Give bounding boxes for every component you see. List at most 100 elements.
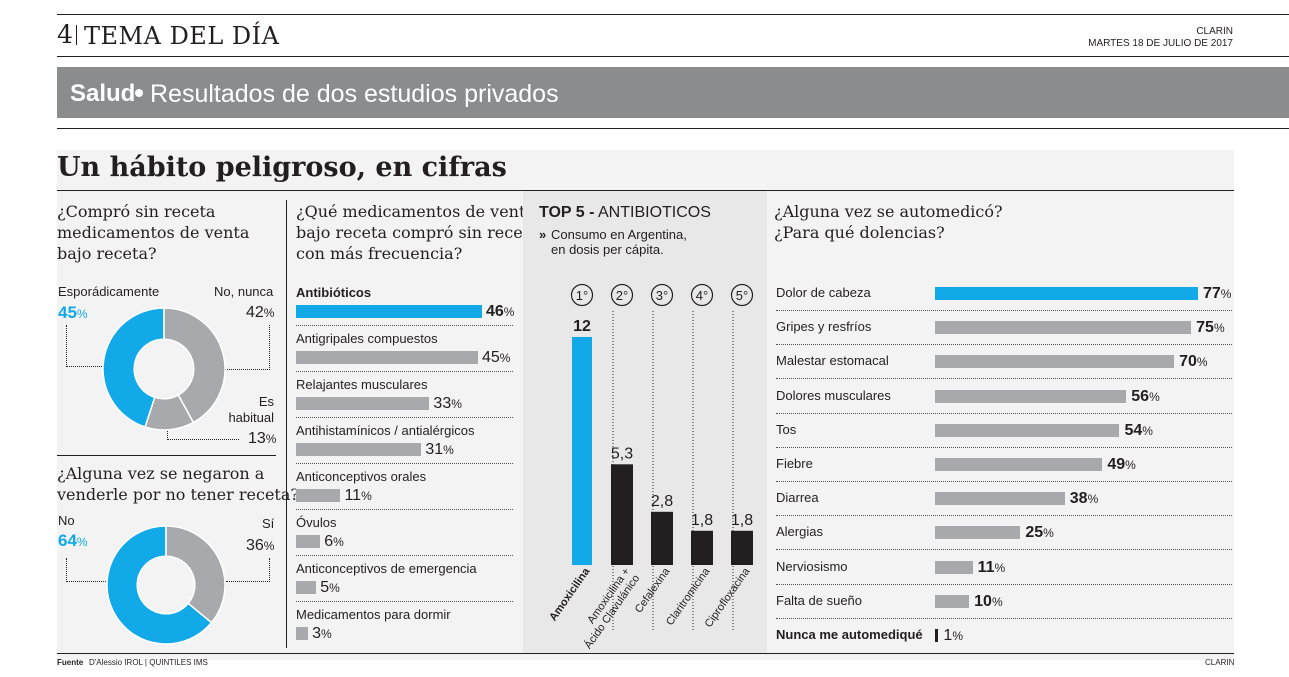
donut1-value-esporadicamente: 45% [58, 303, 88, 323]
banner-bullet [135, 89, 143, 97]
top5-title-bold: TOP 5 [539, 204, 585, 221]
percent-sign: % [443, 443, 454, 457]
bar-value: 1,8 [691, 512, 713, 529]
bar [935, 355, 1175, 369]
q4-title: ¿Alguna vez se automedicó? ¿Para qué dol… [774, 201, 1003, 243]
row-divider [776, 344, 1232, 346]
leader-line [226, 558, 270, 582]
bar [935, 560, 973, 574]
rank-label: 3° [656, 288, 668, 303]
percent-sign: % [1196, 355, 1208, 370]
category-label: Amoxicilina [547, 565, 593, 623]
value-number: 5 [320, 579, 330, 596]
bar [935, 594, 970, 608]
bar [296, 443, 422, 456]
bar [651, 511, 673, 565]
column-rule [57, 455, 276, 456]
bar [691, 530, 713, 565]
row-divider [776, 481, 1232, 482]
row-divider [776, 412, 1232, 414]
value-number: 45 [58, 303, 77, 322]
rank-circle [650, 283, 674, 307]
publication-name: CLARIN [1196, 26, 1233, 37]
q4-line: ¿Para qué dolencias? [774, 223, 945, 242]
bar-value: 5,3 [611, 445, 633, 462]
value-number: 54 [1124, 421, 1143, 439]
bar-value: 1,8 [731, 512, 753, 529]
top5-title: TOP 5 - ANTIBIOTICOS [539, 204, 711, 222]
source-text: D'Alessio IROL | QUINTILES IMS [89, 658, 208, 667]
donut-chart-1 [102, 307, 226, 431]
percent-sign: % [1149, 389, 1160, 404]
percent-sign: % [1220, 287, 1232, 301]
row-divider [296, 371, 513, 372]
value-number: 64 [58, 531, 77, 550]
donut1-slice-no-nunca [163, 307, 226, 424]
q2-title: ¿Alguna vez se negaron a venderle por no… [57, 463, 299, 505]
page-separator [76, 25, 77, 45]
value-number: 13 [248, 430, 266, 447]
row-divider [296, 325, 513, 326]
value-number: 45 [481, 349, 500, 366]
bar [935, 423, 1120, 437]
value-number: 42 [246, 304, 264, 321]
bar-label: Alergias [776, 524, 823, 540]
percent-sign: % [329, 581, 340, 595]
bar [296, 535, 321, 548]
bar-label: Dolores musculares [776, 387, 891, 403]
value-number: 46 [486, 303, 504, 320]
donut1-slice-es-habitual [144, 394, 195, 431]
title-rule [57, 190, 1234, 191]
q1-line: bajo receta? [57, 244, 157, 263]
donut1-value-no-nunca: 42% [246, 304, 274, 322]
value-number: 11 [977, 558, 995, 576]
percent-sign: % [333, 535, 344, 549]
value-number: 1 [943, 627, 953, 644]
bar-value: 33% [433, 395, 461, 413]
row-divider [776, 549, 1232, 551]
donut2-slice-si [165, 525, 226, 624]
percent-sign: % [952, 629, 963, 643]
rank-label: 4° [696, 288, 708, 303]
bar-label: Anticonceptivos de emergencia [296, 561, 477, 576]
percent-sign: % [76, 535, 88, 549]
donut-chart-2 [106, 525, 226, 645]
value-number: 33 [433, 395, 452, 412]
donut1-value-es-habitual: 13% [248, 430, 276, 448]
q1-line: medicamentos de venta [57, 223, 250, 242]
topic-banner: Salud Resultados de dos estudios privado… [57, 67, 1289, 118]
bar-label: Falta de sueño [776, 592, 863, 608]
bar-label: Diarrea [776, 490, 819, 506]
percent-sign: % [1043, 526, 1054, 541]
donut1-label-esporadicamente: Esporádicamente [58, 284, 160, 299]
donut2-value-si: 36% [246, 537, 274, 555]
q1-line: ¿Compró sin receta [57, 202, 216, 221]
bar-value: 3% [312, 625, 332, 643]
bar-value: 70% [1179, 353, 1207, 371]
bar-label: Nerviosismo [776, 558, 848, 574]
percent-sign: % [263, 306, 275, 320]
q2-line: venderle por no tener receta? [57, 485, 299, 504]
infographic-title: Un hábito peligroso, en cifras [57, 152, 507, 183]
donut1-label-es-habitual: Es habitual [228, 394, 274, 426]
value-number: 77 [1203, 285, 1221, 302]
bar-label: Anticonceptivos orales [296, 469, 427, 484]
row-divider [776, 515, 1232, 517]
bar-value: 46% [486, 303, 514, 321]
subtitle-line: Consumo en Argentina, [551, 227, 687, 242]
percent-sign: % [1142, 423, 1153, 438]
subtitle-line: en dosis per cápita. [551, 242, 664, 257]
top5-title-rest: ANTIBIOTICOS [598, 204, 711, 221]
bar-label: Nunca me automediqué [776, 627, 923, 642]
source-label: Fuente [57, 658, 84, 667]
percent-sign: % [1213, 321, 1225, 336]
row-divider [296, 417, 513, 418]
bar [935, 492, 1065, 506]
bar [296, 581, 317, 594]
value-number: 70 [1179, 353, 1197, 371]
label-line: habitual [228, 410, 274, 425]
bar-value: 12 [573, 318, 591, 335]
row-divider [776, 583, 1232, 585]
value-number: 6 [324, 533, 334, 550]
leader-line [66, 558, 106, 582]
